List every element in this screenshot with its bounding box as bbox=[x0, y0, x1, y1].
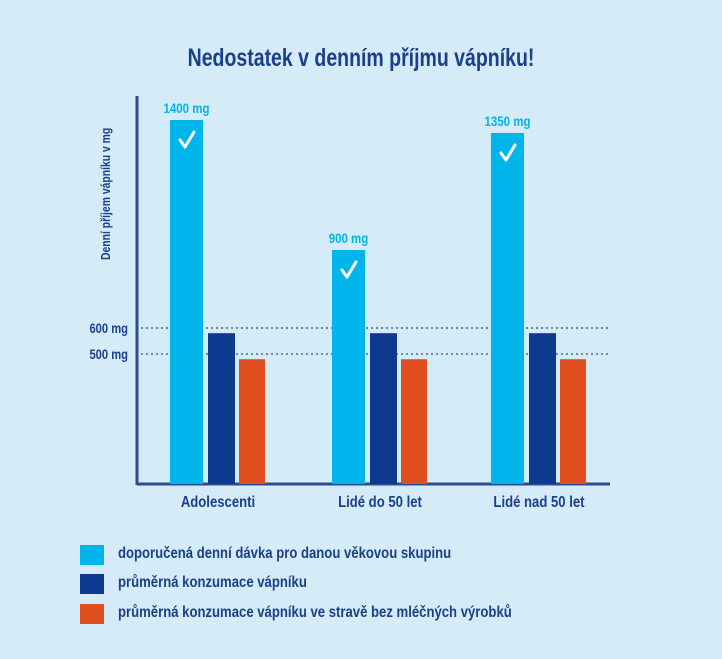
bar-no-dairy bbox=[560, 359, 586, 484]
bar-recommended bbox=[491, 133, 524, 484]
y-axis-label: Denní příjem vápníku v mg bbox=[99, 128, 113, 260]
legend-label: doporučená denní dávka pro danou věkovou… bbox=[118, 545, 452, 562]
bar-recommended bbox=[170, 120, 203, 484]
bar-no-dairy bbox=[239, 359, 265, 484]
bar-average bbox=[370, 333, 397, 484]
legend-swatch bbox=[80, 545, 104, 565]
bar-recommended bbox=[332, 250, 365, 484]
data-label: 1350 mg bbox=[485, 113, 531, 129]
category-label: Lidé nad 50 let bbox=[493, 494, 584, 511]
reference-label: 600 mg bbox=[89, 321, 128, 336]
check-icon bbox=[340, 260, 358, 279]
category-label: Adolescenti bbox=[181, 494, 255, 511]
category-label: Lidé do 50 let bbox=[338, 494, 422, 511]
reference-label: 500 mg bbox=[89, 347, 128, 362]
legend-label: průměrná konzumace vápníku bbox=[118, 574, 307, 591]
legend-swatch bbox=[80, 574, 104, 594]
data-label: 1400 mg bbox=[164, 100, 210, 116]
legend-label: průměrná konzumace vápníku ve stravě bez… bbox=[118, 604, 512, 621]
bar-no-dairy bbox=[401, 359, 427, 484]
chart-title: Nedostatek v denním příjmu vápníku! bbox=[187, 44, 535, 72]
legend-swatch bbox=[80, 604, 104, 624]
bar-average bbox=[529, 333, 556, 484]
data-label: 900 mg bbox=[329, 230, 369, 246]
check-icon bbox=[178, 130, 196, 149]
check-icon bbox=[499, 143, 517, 162]
bar-average bbox=[208, 333, 235, 484]
